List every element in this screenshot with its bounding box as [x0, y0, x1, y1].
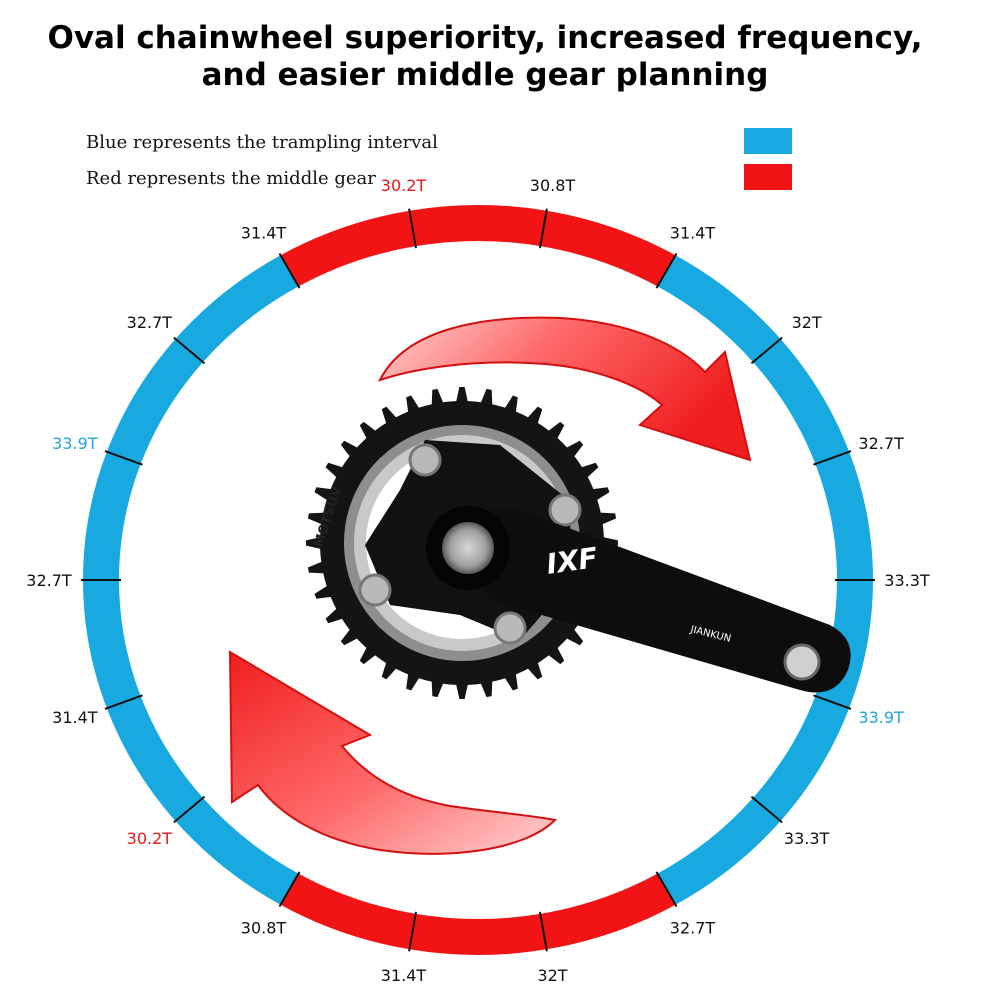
ring-tooth-label: 31.4T	[670, 224, 716, 243]
rotation-arrow-bottom-icon	[228, 650, 558, 855]
chainring-tooth	[306, 536, 325, 550]
ring-segment	[815, 451, 873, 580]
ring-tooth-label: 31.4T	[241, 224, 287, 243]
ring-tooth-label: 31.4T	[381, 966, 427, 985]
ring-segment	[753, 338, 850, 465]
ring-segment	[175, 255, 299, 363]
chainring-tooth	[455, 387, 469, 406]
title-line-1: Oval chainwheel superiority, increased f…	[47, 20, 923, 56]
gear-ring-labels: 30.2T 30.8T 31.4T 32T 32.7T 33.3T 33.9T 33.3T 32…	[26, 176, 930, 985]
ring-tooth-label: 32T	[792, 313, 822, 332]
ring-segment	[83, 451, 141, 580]
title-line-2: and easier middle gear planning	[201, 57, 769, 93]
ring-divider	[173, 795, 206, 824]
legend-red-label: Red represents the middle gear	[86, 168, 376, 189]
page-title: Oval chainwheel superiority, increased f…	[0, 20, 970, 94]
ring-segment	[657, 797, 781, 905]
ring-segment	[409, 204, 547, 247]
ring-divider	[539, 911, 548, 952]
ring-segment	[409, 913, 547, 956]
ring-tooth-label: 30.2T	[127, 829, 173, 848]
ring-segment	[106, 338, 203, 465]
ring-segment	[540, 873, 676, 950]
ring-divider	[539, 208, 548, 249]
ring-tooth-label: 33.3T	[884, 571, 930, 590]
ring-segment	[106, 695, 203, 822]
ring-divider	[278, 871, 301, 907]
ring-segment	[280, 210, 416, 287]
gear-ring-dividers	[81, 208, 875, 952]
ring-segment	[175, 797, 299, 905]
ring-divider	[750, 336, 783, 365]
ring-segment	[83, 580, 141, 709]
ring-tooth-label: 30.2T	[381, 176, 427, 195]
ring-divider	[655, 871, 678, 907]
gear-ring	[83, 204, 873, 956]
crank-brand-text: IXF	[544, 541, 599, 581]
ring-divider	[813, 694, 852, 710]
ring-divider	[408, 911, 417, 952]
ring-segment	[657, 255, 781, 363]
ring-tooth-label: 32.7T	[858, 434, 904, 453]
rotation-arrow-top-icon	[378, 316, 752, 462]
legend-red-swatch	[744, 164, 792, 190]
ring-segment	[540, 210, 676, 287]
ring-segment	[753, 695, 850, 822]
ring-divider	[173, 336, 206, 365]
ring-divider	[278, 253, 301, 289]
ring-divider	[813, 450, 852, 466]
ring-tooth-label: 30.8T	[530, 176, 576, 195]
ring-tooth-label: 33.9T	[52, 434, 98, 453]
ring-divider	[750, 795, 783, 824]
ring-tooth-label: 32.7T	[26, 571, 72, 590]
ring-tooth-label: 32T	[537, 966, 567, 985]
ring-tooth-label: 32.7T	[127, 313, 173, 332]
legend-blue-swatch	[744, 128, 792, 154]
ring-divider	[408, 208, 417, 249]
ring-tooth-label: 32.7T	[670, 918, 716, 937]
chainring-tooth	[455, 680, 469, 699]
ring-tooth-label: 33.3T	[784, 829, 830, 848]
ring-divider	[655, 253, 678, 289]
legend-blue-label: Blue represents the trampling interval	[86, 132, 438, 153]
crank-arm	[426, 506, 851, 693]
ring-segment	[280, 873, 416, 950]
ring-divider	[104, 450, 143, 466]
ring-tooth-label: 31.4T	[52, 708, 98, 727]
ring-divider	[104, 694, 143, 710]
ring-tooth-label: 30.8T	[241, 918, 287, 937]
ring-tooth-label: 33.9T	[858, 708, 904, 727]
